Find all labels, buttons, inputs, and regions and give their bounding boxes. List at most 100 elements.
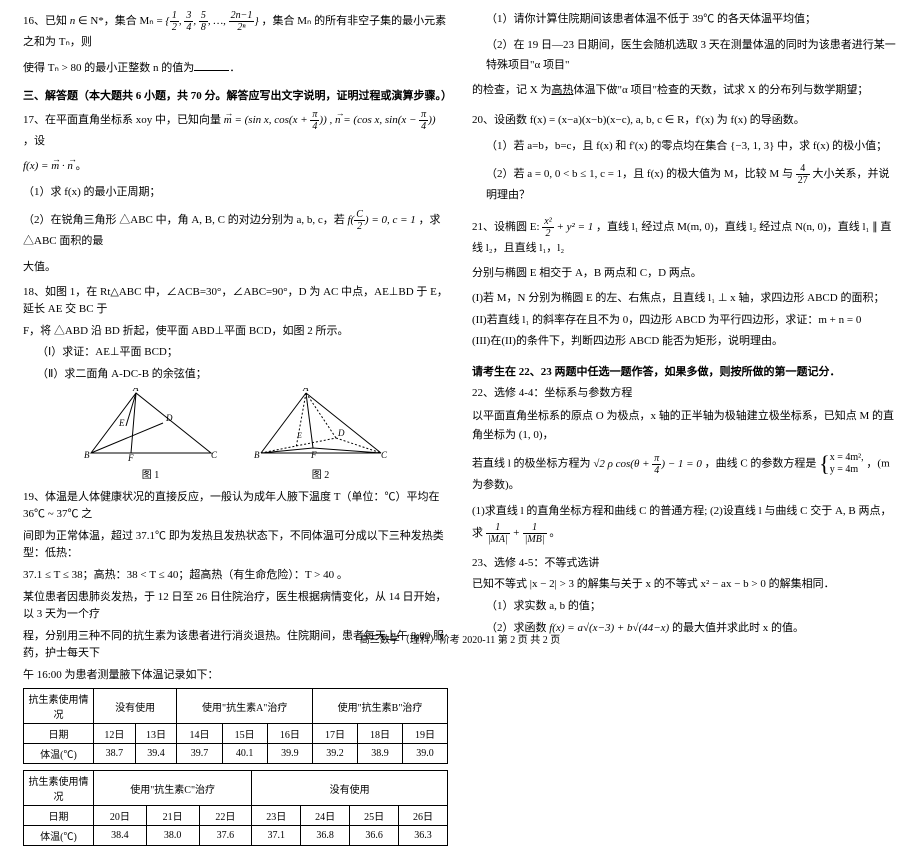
q21-III: (III)在(II)的条件下，判断四边形 ABCD 能否为矩形，说明理由。	[472, 333, 897, 351]
q21-b: 分别与椭圆 E 相交于 A，B 两点和 C，D 两点。	[472, 264, 897, 284]
svg-text:F: F	[310, 450, 317, 460]
q22-b-pre: 若直线 l 的极坐标方程为	[472, 458, 593, 470]
q18-part1: （Ⅰ）求证：AE⊥平面 BCD；	[23, 344, 448, 362]
q17-p2-text: （2）在锐角三角形 △ABC 中，角 A, B, C 的对边分别为 a, b, …	[23, 214, 348, 226]
svg-text:E: E	[118, 418, 125, 428]
q23-a: 已知不等式 |x − 2| > 3 的解集与关于 x 的不等式 x² − ax …	[472, 576, 897, 594]
q22-b-mid: ，曲线 C 的参数方程是	[705, 458, 820, 470]
q21-a: 21、设椭圆 E: x²2 + y² = 1 ，直线 l₁ 经过点 M(m, 0…	[472, 216, 897, 259]
svg-text:C: C	[211, 450, 218, 460]
q16-set: {12, 34, 58, …, 2n−12ⁿ}	[165, 15, 258, 27]
q19-f: 午 16:00 为患者测量腋下体温记录如下：	[23, 667, 448, 685]
q20-a: 20、设函数 f(x) = (x−a)(x−b)(x−c), a, b, c ∈…	[472, 111, 897, 131]
t1-r1h: 日期	[24, 724, 94, 744]
q18-part2: （Ⅱ）求二面角 A-DC-B 的余弦值；	[23, 366, 448, 384]
table2: 抗生素使用情况 使用"抗生素C"治疗 没有使用 日期 20日21日22日23日2…	[23, 770, 448, 846]
right-column: （1）请你计算住院期间该患者体温不低于 39℃ 的各天体温平均值； （2）在 1…	[460, 10, 905, 620]
fig1-caption: 图 1	[81, 466, 221, 481]
n-var: n	[70, 15, 76, 27]
page-footer: 高三数学（理科）阶考 2020-11 第 2 页 共 2 页	[0, 631, 920, 646]
figure-row: A B C D E F 图 1	[23, 388, 448, 481]
table-row: 抗生素使用情况 没有使用 使用"抗生素A"治疗 使用"抗生素B"治疗	[24, 689, 448, 724]
q22-h: 22、选修 4-4：坐标系与参数方程	[472, 385, 897, 403]
q20-2: （2）若 a = 0, 0 < b ≤ 1, c = 1，且 f(x) 的极大值…	[472, 163, 897, 206]
svg-text:A: A	[302, 388, 309, 393]
q16-text-a: 16、已知	[23, 15, 67, 27]
table-row: 日期 12日13日14日15日16日17日18日19日	[24, 724, 448, 744]
q19-1: （1）请你计算住院期间该患者体温不低于 39℃ 的各天体温平均值；	[472, 10, 897, 30]
q19-d: 某位患者因患肺炎发热，于 12 日至 26 日住院治疗，医生根据病情变化，从 1…	[23, 589, 448, 624]
underline: 高热	[551, 84, 573, 96]
q16-line1: 16、已知 n ∈ N*，集合 Mₙ = {12, 34, 58, …, 2n−…	[23, 10, 448, 53]
figure2: A B C D E F 图 2	[251, 388, 391, 481]
table-row: 抗生素使用情况 使用"抗生素C"治疗 没有使用	[24, 771, 448, 806]
vec-m: m = (sin x, cos(x + π4))	[224, 114, 327, 126]
q17-text-b: ，设	[23, 135, 45, 147]
q20-1: （1）若 a=b，b=c，且 f(x) 和 f'(x) 的零点均在集合 {−3,…	[472, 137, 897, 157]
t2-r1h: 日期	[24, 806, 94, 826]
q17-fx: f(x) = m · n 。	[23, 157, 448, 177]
t1-head: 抗生素使用情况	[24, 689, 94, 724]
ellipse-eq: x²2 + y² = 1	[542, 221, 593, 233]
q22-b: 若直线 l 的极坐标方程为 √2 ρ cos(θ + π4) − 1 = 0 ，…	[472, 452, 897, 496]
q19-a: 19、体温是人体健康状况的直接反应，一般认为成年人腋下温度 T（单位：℃）平均在…	[23, 489, 448, 524]
q19-2b: 的检查，记 X 为高热体温下做"α 项目"检查的天数，试求 X 的分布列与数学期…	[472, 81, 897, 101]
q19-2b-post: 体温下做"α 项目"检查的天数，试求 X 的分布列与数学期望；	[573, 84, 868, 96]
q16-line2: 使得 Tₙ > 80 的最小正整数 n 的值为．	[23, 59, 448, 79]
fill-blank[interactable]	[194, 61, 229, 71]
svg-text:B: B	[254, 450, 260, 460]
figure1: A B C D E F 图 1	[81, 388, 221, 481]
vec-n: , n = (cos x, sin(x − π4))	[329, 114, 435, 126]
t2-c0: 使用"抗生素C"治疗	[94, 771, 252, 806]
svg-text:F: F	[127, 453, 134, 463]
q18-line1: 18、如图 1，在 Rt△ABC 中，∠ACB=30°，∠ABC=90°，D 为…	[23, 284, 448, 319]
q23-1: （1）求实数 a, b 的值；	[472, 598, 897, 616]
svg-text:C: C	[381, 450, 388, 460]
svg-text:E: E	[296, 431, 302, 440]
left-column: 16、已知 n ∈ N*，集合 Mₙ = {12, 34, 58, …, 2n−…	[15, 10, 460, 620]
page-container: 16、已知 n ∈ N*，集合 Mₙ = {12, 34, 58, …, 2n−…	[0, 0, 920, 620]
table-row: 日期 20日21日22日23日24日25日26日	[24, 806, 448, 826]
frac-427: 427	[796, 163, 810, 186]
q19-c: 37.1 ≤ T ≤ 38；高热：38 < T ≤ 40；超高热（有生命危险）：…	[23, 567, 448, 585]
t1-c1: 使用"抗生素A"治疗	[177, 689, 313, 724]
q19-2a: （2）在 19 日—23 日期间，医生会随机选取 3 天在测量体温的同时为该患者…	[472, 36, 897, 76]
q17-text-a: 17、在平面直角坐标系 xoy 中，已知向量	[23, 114, 224, 126]
choose-note: 请考生在 22、23 两题中任选一题作答，如果多做，则按所做的第一题记分．	[472, 363, 897, 379]
svg-text:B: B	[84, 450, 90, 460]
q17-line1: 17、在平面直角坐标系 xoy 中，已知向量 m = (sin x, cos(x…	[23, 109, 448, 152]
svg-text:D: D	[165, 413, 173, 423]
q22-1: (1)求直线 l 的直角坐标方程和曲线 C 的普通方程; (2)设直线 l 与曲…	[472, 502, 897, 545]
q21-pre: 21、设椭圆 E:	[472, 221, 542, 233]
q22-a: 以平面直角坐标系的原点 O 为极点，x 轴的正半轴为极轴建立极坐标系，已知点 M…	[472, 407, 897, 447]
q17-part2: （2）在锐角三角形 △ABC 中，角 A, B, C 的对边分别为 a, b, …	[23, 209, 448, 252]
q16-text-b: ∈ N*，集合 Mₙ =	[78, 15, 165, 27]
t1-c0: 没有使用	[94, 689, 177, 724]
fc2: f(C2) = 0, c = 1	[348, 214, 416, 226]
fig2-caption: 图 2	[251, 466, 391, 481]
t1-r2h: 体温(℃)	[24, 744, 94, 764]
svg-text:A: A	[132, 388, 139, 393]
t1-c2: 使用"抗生素B"治疗	[313, 689, 448, 724]
q18-line2: F，将 △ABD 沿 BD 折起，使平面 ABD⊥平面 BCD，如图 2 所示。	[23, 323, 448, 341]
svg-text:D: D	[337, 428, 345, 438]
q22-1-expr: 1|MA| + 1|MB|	[486, 527, 547, 539]
table1: 抗生素使用情况 没有使用 使用"抗生素A"治疗 使用"抗生素B"治疗 日期 12…	[23, 688, 448, 764]
q17-part3: 大值。	[23, 258, 448, 278]
q20-2-text: （2）若 a = 0, 0 < b ≤ 1, c = 1，且 f(x) 的极大值…	[486, 168, 796, 180]
q23-h: 23、选修 4-5：不等式选讲	[472, 555, 897, 573]
q19-2b-pre: 的检查，记 X 为	[472, 84, 551, 96]
cases-C: { x = 4m²,y = 4m	[819, 452, 863, 476]
t2-r2h: 体温(℃)	[24, 826, 94, 846]
q21-II: (II)若直线 l₁ 的斜率存在且不为 0，四边形 ABCD 为平行四边形，求证…	[472, 312, 897, 330]
section3-title: 三、解答题（本大题共 6 小题，共 70 分。解答应写出文字说明，证明过程或演算…	[23, 87, 448, 103]
fx-def: f(x) = m · n	[23, 160, 76, 172]
table-row: 体温(℃) 38.739.439.740.139.939.238.939.0	[24, 744, 448, 764]
q21-I: (I)若 M，N 分别为椭圆 E 的左、右焦点，且直线 l₁ ⊥ x 轴，求四边…	[472, 290, 897, 308]
t2-head: 抗生素使用情况	[24, 771, 94, 806]
q16-text-d: 使得 Tₙ > 80 的最小正整数 n 的值为	[23, 62, 194, 74]
t2-c1: 没有使用	[252, 771, 448, 806]
q19-b: 间即为正常体温，超过 37.1℃ 即为发热且发热状态下，不同体温可分成以下三种发…	[23, 528, 448, 563]
table-row: 体温(℃) 38.438.037.637.136.836.636.3	[24, 826, 448, 846]
polar-eq: √2 ρ cos(θ + π4) − 1 = 0	[593, 458, 702, 470]
